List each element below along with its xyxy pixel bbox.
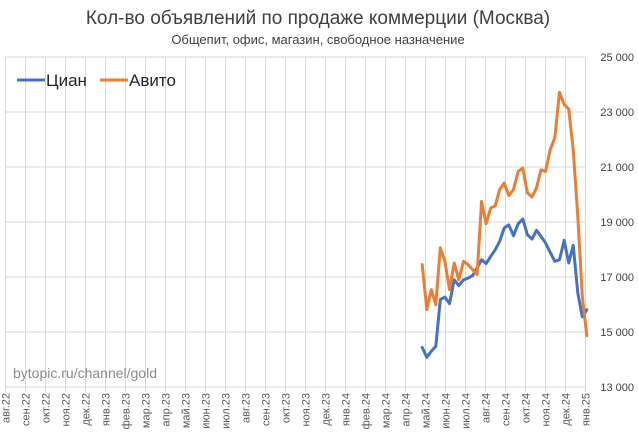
- x-tick-label: дек.23: [321, 393, 333, 426]
- x-tick-label: сен.22: [21, 393, 33, 426]
- x-tick-label: мар.23: [141, 393, 153, 428]
- chart-subtitle: Общепит, офис, магазин, свободное назнач…: [171, 32, 464, 47]
- legend-label-avito: Авито: [129, 71, 176, 90]
- x-tick-label: фев.24: [361, 393, 373, 429]
- x-tick-label: фев.23: [121, 393, 133, 429]
- x-tick-label: июл.23: [221, 393, 233, 429]
- x-tick-label: сен.24: [501, 393, 513, 426]
- x-tick-label: май.24: [421, 393, 433, 428]
- x-tick-label: авг.23: [241, 393, 253, 423]
- x-tick-label: янв.24: [341, 393, 353, 426]
- x-tick-label: янв.23: [101, 393, 113, 426]
- series-line-cian: [420, 217, 589, 359]
- x-tick-label: апр.23: [161, 393, 173, 426]
- x-tick-label: апр.24: [401, 393, 413, 426]
- x-tick-label: янв.25: [581, 393, 593, 426]
- x-tick-label: окт.23: [281, 393, 293, 423]
- series-lines: [420, 90, 589, 359]
- x-tick-label: ноя.24: [541, 393, 553, 426]
- y-tick-label: 17 000: [600, 272, 634, 284]
- x-axis: авг.22 сен.22 окт.22 ноя.22 дек.22 янв.23 фев.…: [1, 393, 593, 429]
- x-tick-label: ноя.22: [61, 393, 73, 426]
- x-tick-label: мар.24: [381, 393, 393, 428]
- legend: Циан Авито: [17, 71, 176, 90]
- watermark: bytopic.ru/channel/gold: [13, 365, 157, 381]
- x-tick-label: авг.22: [1, 393, 13, 423]
- x-tick-label: ноя.23: [301, 393, 313, 426]
- y-tick-label: 13 000: [600, 382, 634, 394]
- y-axis: 13 000 15 000 17 000 19 000 21 000 23 000 25 0…: [600, 52, 634, 394]
- y-tick-label: 15 000: [600, 327, 634, 339]
- x-tick-label: июн.23: [201, 393, 213, 429]
- x-tick-label: дек.22: [81, 393, 93, 426]
- gridlines: [5, 56, 586, 392]
- y-tick-label: 25 000: [600, 52, 634, 64]
- x-tick-label: окт.22: [41, 393, 53, 423]
- y-tick-label: 21 000: [600, 162, 634, 174]
- x-tick-label: окт.24: [521, 393, 533, 423]
- x-tick-label: дек.24: [561, 393, 573, 426]
- chart-title: Кол-во объявлений по продаже коммерции (…: [86, 8, 550, 29]
- x-tick-label: май.23: [181, 393, 193, 428]
- y-tick-label: 23 000: [600, 107, 634, 119]
- x-tick-label: июл.24: [461, 393, 473, 429]
- x-tick-label: сен.23: [261, 393, 273, 426]
- y-tick-label: 19 000: [600, 217, 634, 229]
- x-tick-label: июн.24: [441, 393, 453, 429]
- x-tick-label: авг.24: [481, 393, 493, 423]
- legend-label-cian: Циан: [46, 71, 87, 90]
